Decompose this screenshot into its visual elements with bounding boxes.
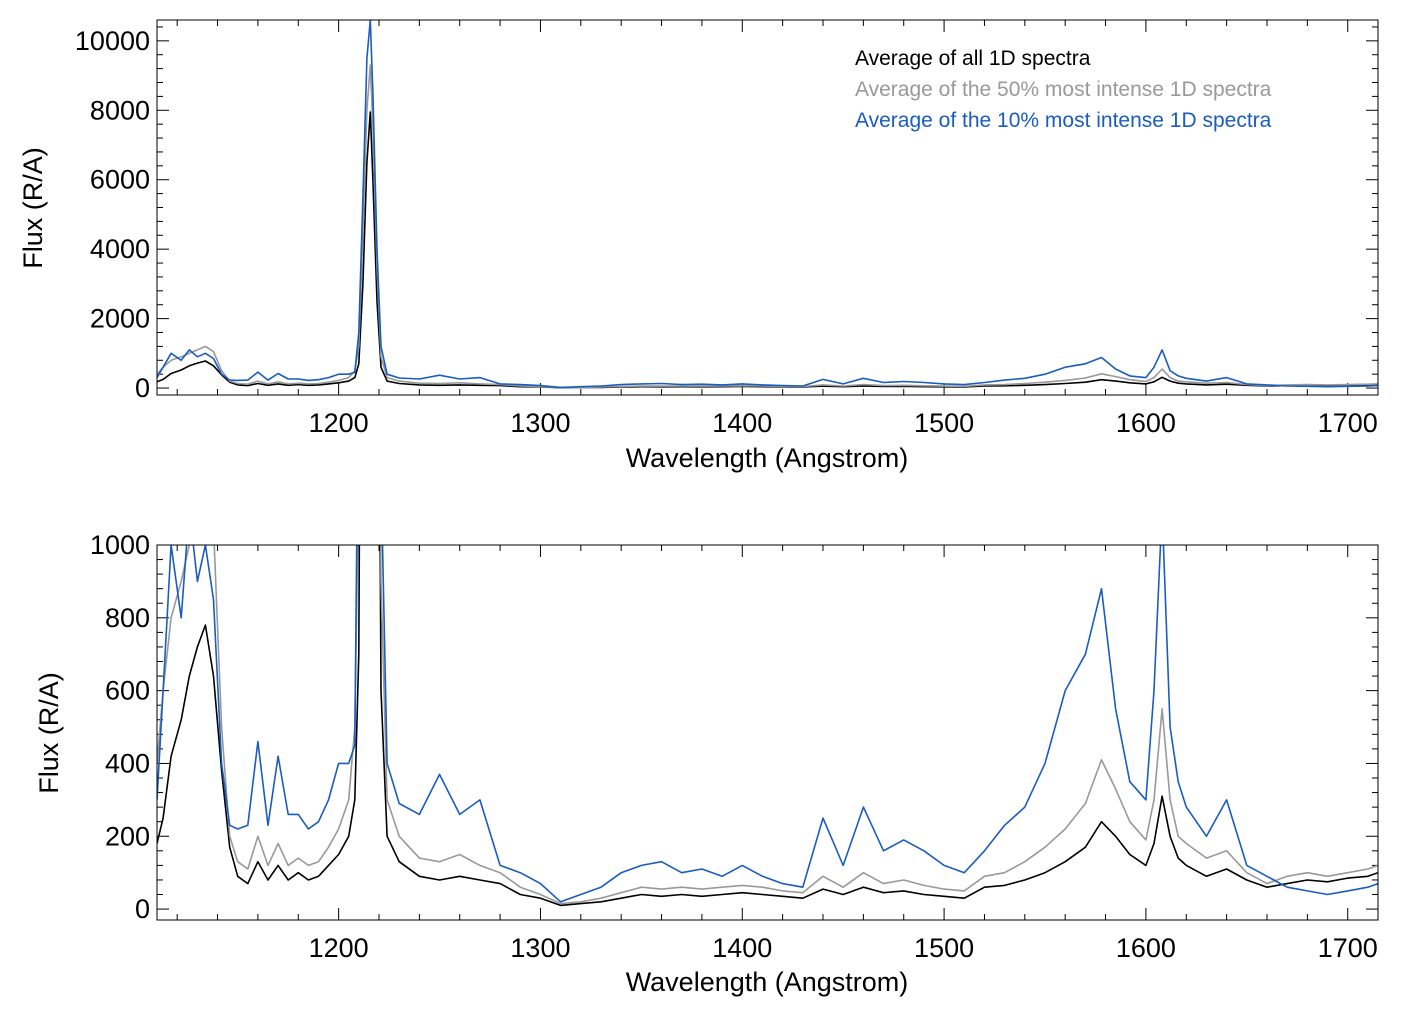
bottom-series-lines — [157, 545, 1378, 907]
bottom-series-all — [157, 545, 1378, 907]
top-x-tick-label: 1500 — [914, 408, 974, 438]
bottom-x-tick-label: 1600 — [1116, 933, 1176, 963]
top-y-tick-label: 2000 — [90, 304, 150, 334]
legend-entry-tenth: Average of the 10% most intense 1D spect… — [855, 109, 1272, 132]
top-series-tenth — [157, 20, 1378, 389]
bottom-y-tick-label: 400 — [105, 748, 150, 778]
top-x-tick-labels: 1200 1300 1400 1500 1600 1700 — [309, 408, 1378, 438]
bottom-plot-frame — [156, 544, 1379, 921]
top-x-tick-label: 1200 — [309, 408, 369, 438]
bottom-x-tick-label: 1200 — [309, 933, 369, 963]
bottom-series-half — [157, 545, 1378, 905]
top-plot-frame — [156, 19, 1379, 396]
legend: Average of all 1D spectra Average of the… — [855, 47, 1272, 132]
top-x-axis-title: Wavelength (Angstrom) — [626, 443, 909, 473]
top-y-tick-labels: 0 2000 4000 6000 8000 10000 — [75, 26, 150, 403]
bottom-y-tick-label: 600 — [105, 676, 150, 706]
top-y-tick-label: 6000 — [90, 165, 150, 195]
top-y-tick-label: 10000 — [75, 26, 150, 56]
bottom-x-axis-title: Wavelength (Angstrom) — [626, 967, 909, 997]
top-x-tick-label: 1400 — [712, 408, 772, 438]
bottom-series-tenth — [157, 545, 1378, 903]
bottom-x-tick-label: 1500 — [914, 933, 974, 963]
bottom-y-tick-label: 0 — [135, 894, 150, 924]
bottom-x-tick-label: 1400 — [712, 933, 772, 963]
bottom-y-tick-labels: 0 200 400 600 800 1000 — [90, 530, 150, 924]
bottom-y-tick-label: 800 — [105, 603, 150, 633]
bottom-ticks — [157, 544, 1378, 920]
legend-entry-half: Average of the 50% most intense 1D spect… — [855, 78, 1272, 101]
top-x-tick-label: 1700 — [1318, 408, 1378, 438]
top-y-axis-title: Flux (R/A) — [18, 147, 48, 269]
bottom-x-tick-label: 1700 — [1318, 933, 1378, 963]
top-y-tick-label: 4000 — [90, 234, 150, 264]
top-series-lines — [157, 20, 1378, 389]
bottom-y-tick-label: 200 — [105, 821, 150, 851]
legend-entry-all: Average of all 1D spectra — [855, 47, 1091, 70]
top-series-half — [157, 64, 1378, 389]
bottom-x-tick-labels: 1200 1300 1400 1500 1600 1700 — [309, 933, 1378, 963]
bottom-x-tick-label: 1300 — [510, 933, 570, 963]
top-ticks — [157, 20, 1378, 395]
top-x-tick-label: 1600 — [1116, 408, 1176, 438]
top-y-tick-label: 0 — [135, 373, 150, 403]
top-y-tick-label: 8000 — [90, 95, 150, 125]
top-panel: 1200 1300 1400 1500 1600 1700 0 2000 4000 6000 80… — [18, 19, 1379, 473]
top-x-tick-label: 1300 — [510, 408, 570, 438]
bottom-y-tick-label: 1000 — [90, 530, 150, 560]
bottom-y-axis-title: Flux (R/A) — [34, 672, 64, 794]
bottom-panel: 1200 1300 1400 1500 1600 1700 0 200 400 600 800 10… — [34, 530, 1379, 997]
